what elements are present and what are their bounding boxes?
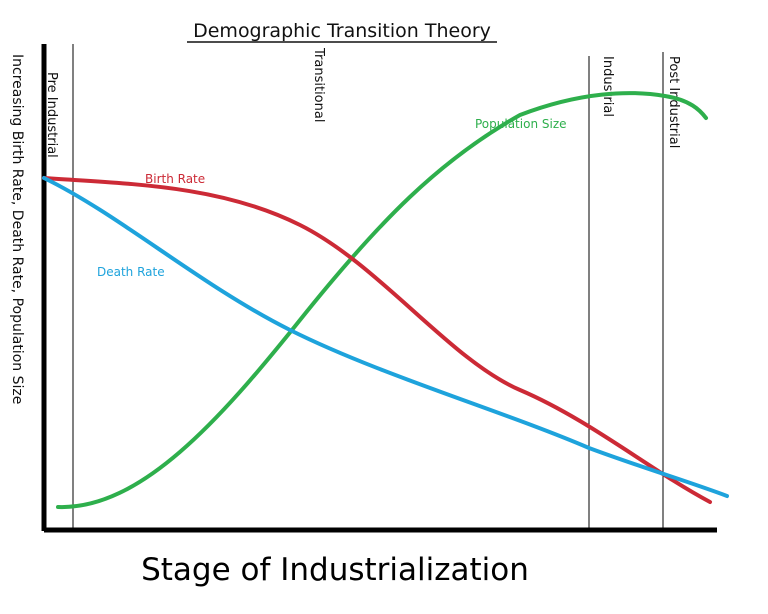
diagram-title: Demographic Transition Theory <box>193 20 491 42</box>
stage-label-industrial: Industrial <box>600 56 615 117</box>
birth-rate-curve <box>42 176 712 504</box>
population-size-label: Population Size <box>475 117 567 131</box>
population-size-curve <box>56 91 708 510</box>
death-rate-curve <box>42 176 729 498</box>
stage-label-post-industrial: Post Industrial <box>666 56 681 148</box>
stage-label-pre-industrial: Pre Industrial <box>44 72 59 158</box>
death-rate-label: Death Rate <box>97 265 165 279</box>
birth-rate-label: Birth Rate <box>145 172 205 186</box>
y-axis-label: Increasing Birth Rate, Death Rate, Popul… <box>9 54 25 404</box>
x-axis-label: Stage of Industrialization <box>141 552 529 588</box>
stage-label-transitional: Transitional <box>311 47 326 122</box>
